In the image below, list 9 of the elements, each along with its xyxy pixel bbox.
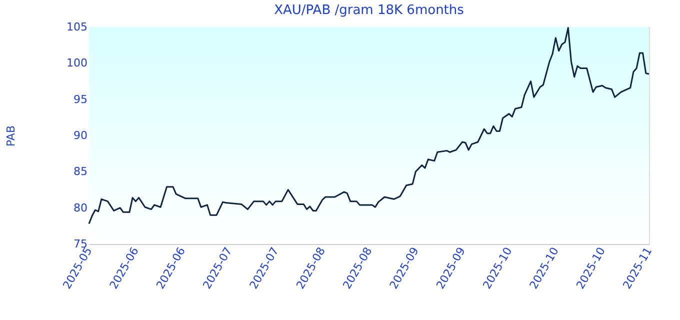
line-series	[88, 26, 650, 224]
y-tick-label: 100	[66, 56, 88, 70]
y-tick-label: 85	[74, 165, 88, 178]
chart-title: XAU/PAB /gram 18K 6months	[274, 3, 464, 18]
y-tick-label: 95	[74, 92, 88, 106]
y-tick-label: 80	[74, 201, 88, 214]
y-tick-label: 105	[66, 20, 88, 34]
y-axis-title: PAB	[4, 125, 18, 147]
y-tick-label: 90	[74, 129, 88, 142]
